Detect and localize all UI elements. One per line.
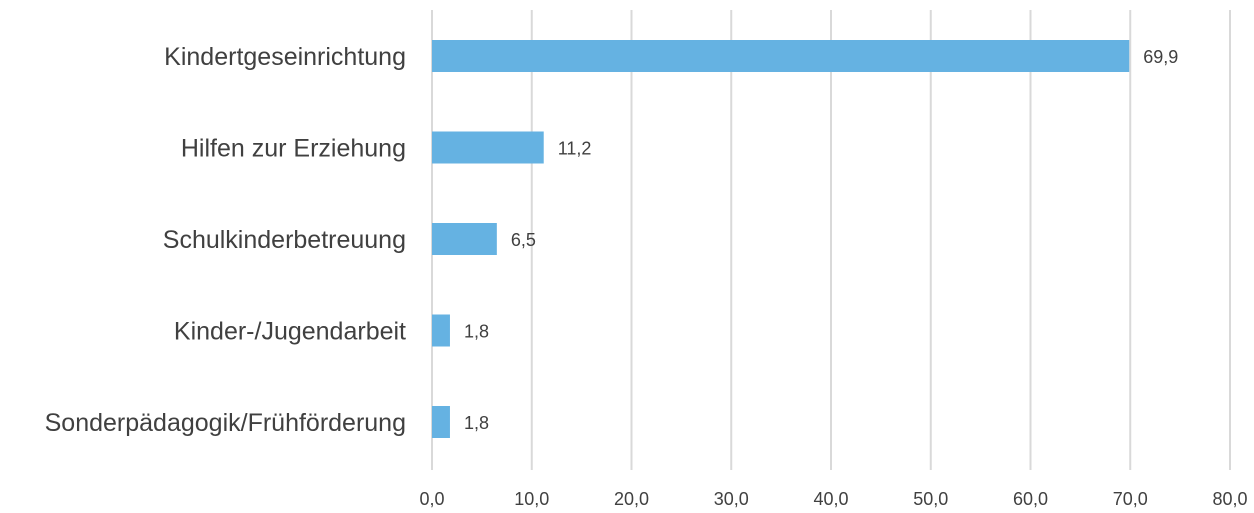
x-tick-label: 40,0 (813, 489, 848, 509)
x-tick-label: 20,0 (614, 489, 649, 509)
x-tick-label: 60,0 (1013, 489, 1048, 509)
x-axis-tick-labels: 0,0 10,0 20,0 30,0 40,0 50,0 60,0 70,0 80,0 (419, 489, 1247, 509)
x-tick-label: 10,0 (514, 489, 549, 509)
category-label: Schulkinderbetreuung (163, 226, 406, 254)
bar (432, 223, 497, 255)
category-label: Sonderpädagogik/Frühförderung (45, 409, 406, 437)
data-label: 1,8 (464, 322, 489, 342)
bars (432, 40, 1130, 438)
category-label: Kinder-/Jugendarbeit (174, 318, 406, 346)
x-tick-label: 80,0 (1212, 489, 1247, 509)
data-label: 11,2 (558, 139, 592, 159)
bar (432, 40, 1130, 72)
bar (432, 131, 544, 164)
x-tick-label: 0,0 (419, 489, 444, 509)
category-label: Hilfen zur Erziehung (181, 135, 406, 163)
category-labels: Kindertgeseinrichtung Hilfen zur Erziehun… (45, 43, 406, 437)
data-labels: 69,9 11,2 6,5 1,8 1,8 (464, 47, 1178, 433)
x-tick-label: 50,0 (913, 489, 948, 509)
data-label: 6,5 (511, 230, 536, 250)
x-tick-label: 70,0 (1113, 489, 1148, 509)
bar (432, 406, 450, 438)
gridlines (431, 10, 1231, 470)
bar (432, 314, 450, 347)
data-label: 69,9 (1143, 47, 1178, 67)
data-label: 1,8 (464, 413, 489, 433)
category-label: Kindertgeseinrichtung (164, 43, 406, 71)
x-tick-label: 30,0 (714, 489, 749, 509)
